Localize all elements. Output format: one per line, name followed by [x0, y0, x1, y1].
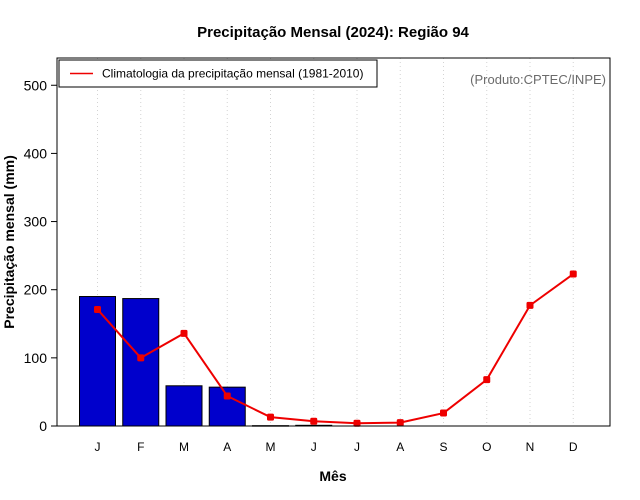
x-tick-label: F [137, 440, 144, 454]
climatology-point [396, 419, 404, 427]
climatology-point [180, 329, 188, 337]
climatology-point [267, 413, 274, 421]
climatology-point [353, 419, 361, 427]
x-tick-label: A [223, 440, 231, 454]
climatology-point [223, 392, 231, 400]
chart-title: Precipitação Mensal (2024): Região 94 [197, 24, 469, 41]
credit-text: (Produto:CPTEC/INPE) [470, 72, 606, 87]
climatology-point [94, 305, 101, 313]
y-tick-label: 200 [24, 282, 48, 298]
y-axis: 0 100 200 300 400 500 [24, 77, 57, 434]
y-axis-title: Precipitação mensal (mm) [1, 155, 17, 329]
legend-label: Climatologia da precipitação mensal (198… [102, 67, 363, 81]
y-tick-label: 0 [39, 418, 47, 434]
x-tick-label: A [396, 440, 404, 454]
y-tick-label: 100 [24, 350, 48, 366]
y-tick-label: 500 [24, 77, 48, 93]
plot-frame [56, 57, 611, 427]
climatology-point [310, 417, 318, 425]
climatology-line [96, 273, 574, 425]
y-tick-label: 400 [24, 145, 48, 161]
x-tick-label: N [526, 440, 535, 454]
legend: Climatologia da precipitação mensal (198… [58, 59, 378, 88]
climatology-point [483, 376, 491, 384]
x-tick-label: J [354, 440, 360, 454]
vertical-gridlines [97, 58, 574, 426]
bar-series [79, 296, 333, 427]
x-tick-label: M [266, 440, 276, 454]
x-tick-label: M [179, 440, 189, 454]
x-tick-label: D [569, 440, 578, 454]
precip-bar [122, 298, 160, 427]
x-tick-label: O [482, 440, 491, 454]
climatology-point [569, 270, 577, 278]
y-tick-label: 300 [24, 214, 48, 230]
x-tick-label: J [311, 440, 317, 454]
legend-box [58, 59, 378, 88]
x-axis-title: Mês [319, 468, 346, 484]
climatology-point [137, 354, 145, 362]
x-tick-label: J [95, 440, 101, 454]
climatology-point [526, 301, 534, 309]
climatology-series [94, 270, 577, 427]
climatology-point [440, 409, 447, 417]
precip-bar [165, 385, 203, 427]
x-tick-label: S [439, 440, 447, 454]
precip-bar [79, 296, 116, 427]
